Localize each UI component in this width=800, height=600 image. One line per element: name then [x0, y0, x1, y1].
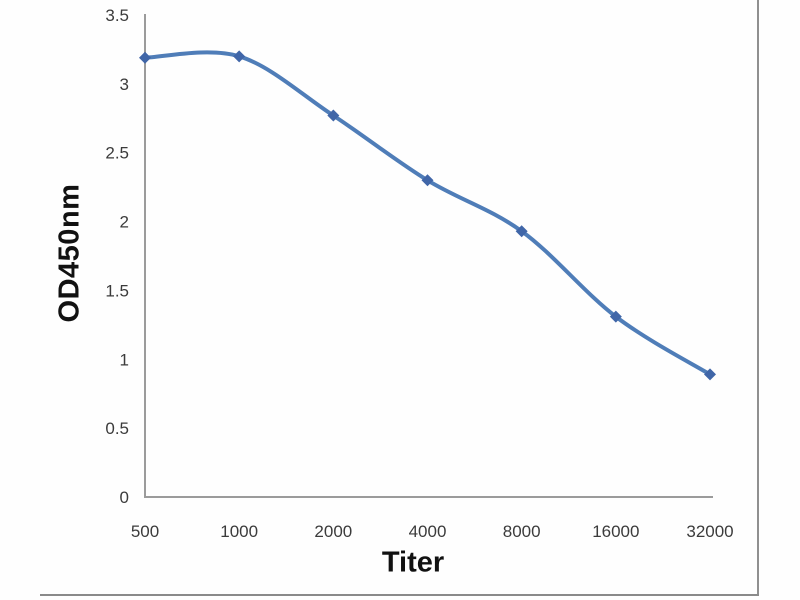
x-tick-label: 32000 [686, 522, 733, 541]
data-point-marker [515, 225, 528, 238]
y-tick-label: 3.5 [105, 6, 129, 25]
data-point-marker [327, 109, 340, 122]
data-point-marker [421, 174, 434, 187]
y-tick-label: 1.5 [105, 281, 129, 300]
x-tick-label: 8000 [503, 522, 541, 541]
image-frame-bottom [40, 594, 759, 596]
y-tick-label: 2.5 [105, 144, 129, 163]
y-tick-label: 0.5 [105, 419, 129, 438]
x-tick-label: 16000 [592, 522, 639, 541]
image-frame-right [757, 0, 759, 596]
x-tick-label: 4000 [409, 522, 447, 541]
x-axis-title: Titer [381, 546, 445, 579]
y-tick-label: 0 [120, 488, 129, 507]
x-tick-label: 2000 [314, 522, 352, 541]
y-tick-label: 2 [120, 213, 129, 232]
data-point-marker [233, 50, 246, 63]
x-tick-label: 500 [131, 522, 159, 541]
data-point-marker [139, 51, 151, 64]
x-tick-label: 1000 [220, 522, 258, 541]
y-tick-label: 3 [120, 75, 129, 94]
series-line [143, 50, 712, 377]
y-tick-label: 1 [120, 350, 129, 369]
data-point-marker [704, 368, 716, 381]
data-point-marker [609, 310, 622, 323]
